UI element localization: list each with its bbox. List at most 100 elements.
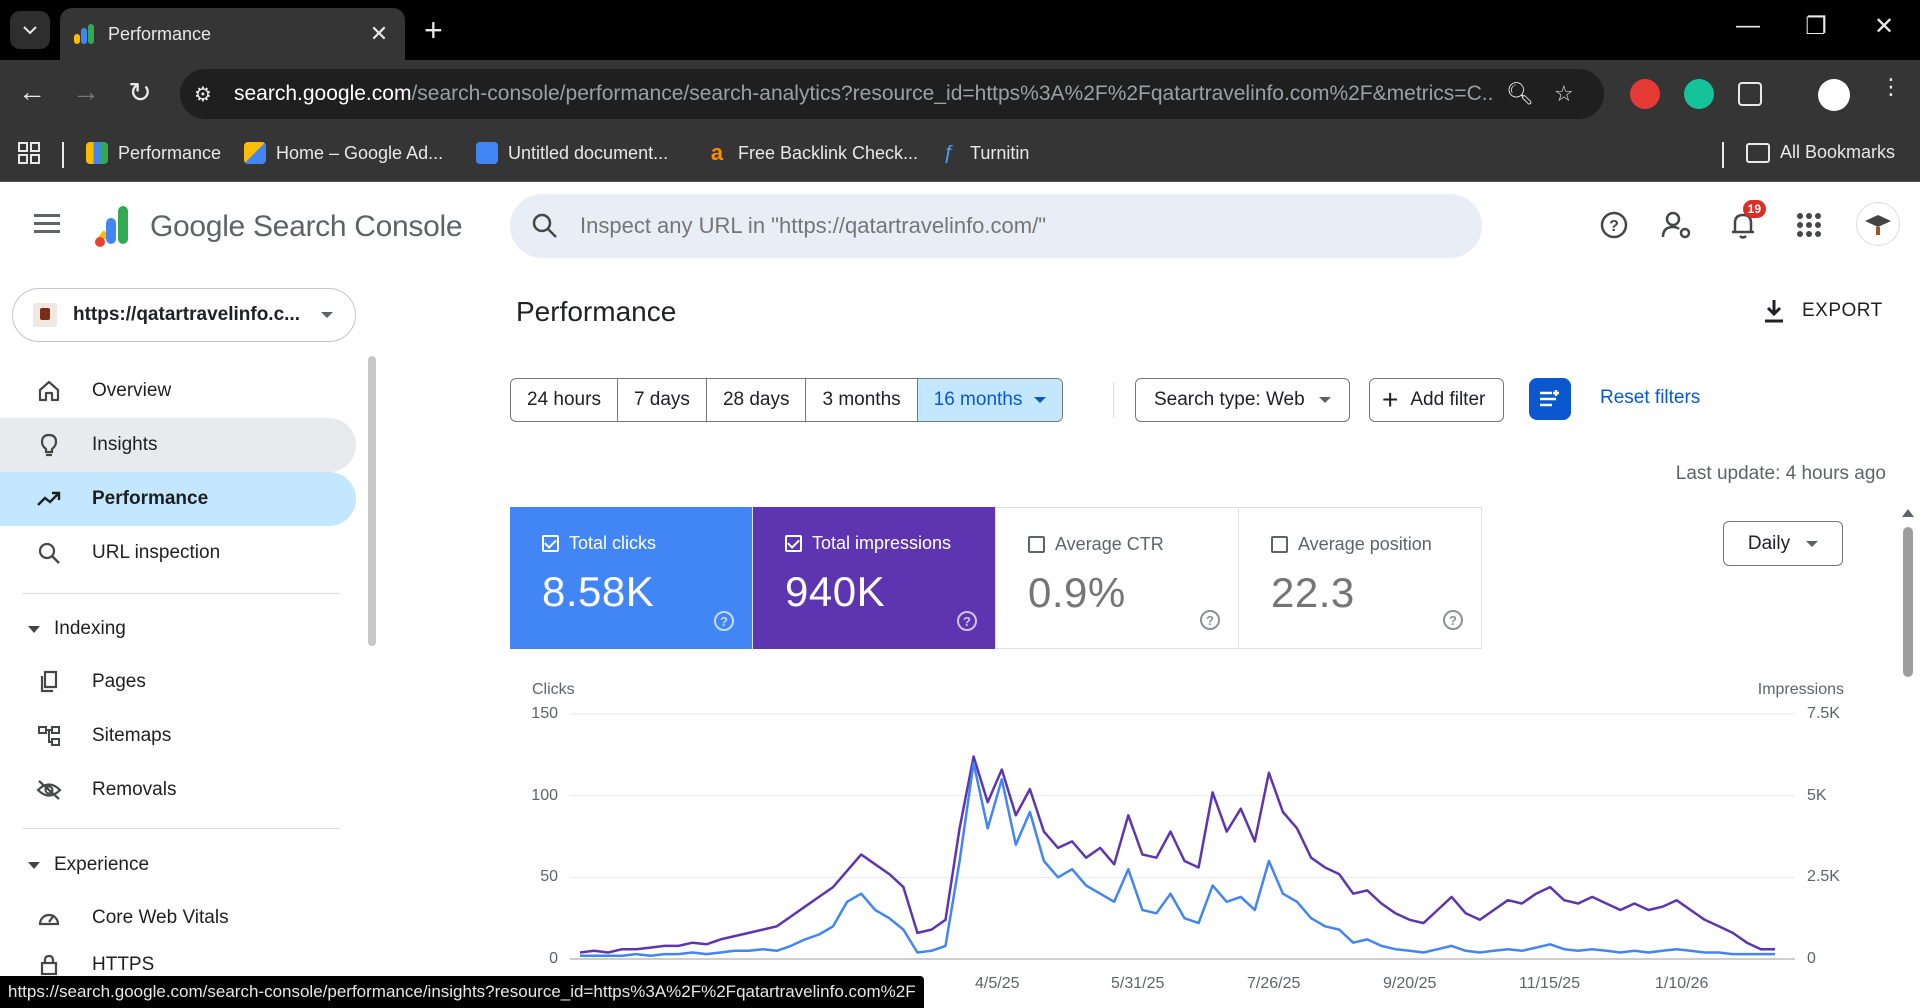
address-url[interactable]: search.google.com/search-console/perform… — [234, 82, 1494, 106]
add-filter-button[interactable]: + Add filter — [1369, 378, 1505, 422]
metric-card-average-position[interactable]: Average position 22.3 ? — [1239, 507, 1482, 649]
browser-toolbar: ← → ↻ ⚙ search.google.com/search-console… — [0, 60, 1920, 128]
granularity-label: Daily — [1747, 532, 1791, 554]
url-inspection-input[interactable] — [580, 213, 1460, 239]
advanced-filter-button[interactable] — [1529, 378, 1571, 420]
date-range-24-hours[interactable]: 24 hours — [511, 379, 618, 421]
metric-value: 940K — [785, 568, 886, 615]
manage-users-icon[interactable] — [1660, 208, 1694, 242]
link-status-bar: https://search.google.com/search-console… — [0, 976, 924, 1008]
sidebar-scrollbar[interactable] — [368, 356, 376, 646]
reload-icon[interactable]: ↻ — [128, 77, 152, 108]
new-tab-icon[interactable]: + — [424, 12, 443, 48]
close-tab-icon[interactable]: ✕ — [369, 21, 389, 46]
bookmark-google-ads[interactable]: Home – Google Ad... — [244, 142, 443, 164]
site-info-icon[interactable]: ⚙ — [194, 83, 212, 106]
browser-tab-performance[interactable]: Performance ✕ — [60, 8, 405, 60]
url-path: /search-console/performance/search-analy… — [411, 82, 1494, 105]
sidebar-section-indexing[interactable]: Indexing — [28, 618, 126, 640]
folder-icon — [1746, 142, 1770, 163]
checkbox-unchecked-icon[interactable] — [1028, 536, 1045, 553]
notifications-bell-icon[interactable]: 19 — [1726, 200, 1766, 242]
restore-icon[interactable]: ❐ — [1805, 13, 1827, 40]
sidebar-section-experience[interactable]: Experience — [28, 854, 149, 876]
metric-card-average-ctr[interactable]: Average CTR 0.9% ? — [996, 507, 1239, 649]
collapse-triangle-icon — [28, 625, 40, 633]
checkbox-unchecked-icon[interactable] — [1271, 536, 1288, 553]
main-scrollbar[interactable] — [1900, 507, 1916, 1008]
property-selector[interactable]: https://qatartravelinfo.c... — [12, 288, 356, 342]
bookmark-label: Turnitin — [970, 142, 1030, 163]
main-menu-icon[interactable] — [34, 214, 60, 234]
svg-text:?: ? — [1609, 218, 1619, 235]
sidebar-item-label: HTTPS — [92, 954, 155, 975]
search-type-filter[interactable]: Search type: Web — [1135, 378, 1350, 422]
help-circle-icon[interactable]: ? — [714, 611, 734, 631]
sidebar-item-performance[interactable]: Performance — [0, 472, 356, 526]
minimize-icon[interactable]: — — [1736, 12, 1760, 39]
search-icon — [532, 213, 557, 238]
sidebar-item-overview[interactable]: Overview — [0, 364, 356, 418]
apps-grid-icon[interactable] — [18, 142, 40, 164]
address-bar[interactable]: ⚙ search.google.com/search-console/perfo… — [180, 69, 1604, 119]
gauge-icon — [36, 905, 62, 931]
more-vert-icon[interactable]: ⋮ — [1880, 74, 1902, 99]
url-host: search.google.com — [234, 82, 412, 105]
sidebar-item-label: Core Web Vitals — [92, 907, 229, 928]
sidebar-item-label: Pages — [92, 671, 146, 692]
sidebar-item-core-web-vitals[interactable]: Core Web Vitals — [0, 891, 356, 945]
bookmark-performance[interactable]: Performance — [86, 142, 221, 164]
zoom-icon[interactable]: 🔍︎ — [1506, 81, 1534, 106]
date-range-16-months[interactable]: 16 months — [917, 379, 1063, 421]
tab-search-button[interactable] — [10, 11, 50, 49]
bookmark-free-backlink-checker[interactable]: a Free Backlink Check... — [706, 142, 918, 164]
help-icon[interactable]: ? — [1597, 208, 1631, 242]
all-bookmarks[interactable]: All Bookmarks — [1746, 142, 1895, 163]
date-range-label: 7 days — [633, 389, 690, 410]
forward-arrow-icon[interactable]: → — [72, 76, 100, 107]
reset-filters-link[interactable]: Reset filters — [1600, 387, 1701, 408]
scrollbar-thumb[interactable] — [1903, 527, 1913, 677]
x-tick-label: 11/15/25 — [1519, 975, 1581, 992]
google-apps-icon[interactable] — [1792, 208, 1826, 242]
y-right-tick-label: 2.5K — [1807, 868, 1840, 886]
grammarly-extension-icon[interactable] — [1684, 79, 1714, 109]
help-circle-icon[interactable]: ? — [1200, 610, 1220, 630]
profile-avatar-icon[interactable] — [1818, 79, 1850, 111]
metric-label: Average position — [1298, 534, 1432, 554]
sidebar-item-sitemaps[interactable]: Sitemaps — [0, 709, 356, 763]
export-button[interactable]: EXPORT — [1762, 298, 1883, 324]
star-bookmark-icon[interactable]: ☆ — [1554, 81, 1574, 106]
url-inspection-search[interactable] — [510, 194, 1482, 258]
plus-icon: + — [1382, 384, 1399, 415]
bookmark-label: Untitled document... — [508, 142, 669, 163]
scroll-up-icon[interactable] — [1902, 509, 1914, 517]
bookmark-label: Performance — [118, 142, 222, 163]
sidebar-item-removals[interactable]: Removals — [0, 763, 356, 817]
turnitin-icon: ƒ — [943, 142, 955, 164]
extensions-puzzle-icon[interactable] — [1738, 82, 1762, 106]
sidebar-item-url-inspection[interactable]: URL inspection — [0, 526, 356, 580]
metric-card-total-clicks[interactable]: Total clicks 8.58K ? — [510, 507, 753, 649]
metric-card-total-impressions[interactable]: Total impressions 940K ? — [753, 507, 996, 649]
close-window-icon[interactable]: ✕ — [1873, 13, 1895, 40]
account-avatar[interactable] — [1856, 202, 1900, 246]
date-range-3-months[interactable]: 3 months — [806, 379, 918, 421]
series-line-clicks[interactable] — [580, 761, 1775, 957]
granularity-dropdown[interactable]: Daily — [1723, 521, 1843, 566]
help-circle-icon[interactable]: ? — [957, 611, 977, 631]
back-arrow-icon[interactable]: ← — [18, 76, 46, 107]
sidebar-item-https[interactable]: HTTPS — [0, 945, 356, 985]
date-range-7-days[interactable]: 7 days — [618, 379, 707, 421]
checkbox-checked-icon[interactable] — [785, 535, 802, 552]
bookmark-untitled-document[interactable]: Untitled document... — [476, 142, 668, 164]
sidebar-divider — [22, 828, 340, 829]
adblock-extension-icon[interactable] — [1630, 79, 1660, 109]
sidebar-item-insights[interactable]: Insights — [0, 418, 356, 472]
checkbox-checked-icon[interactable] — [542, 535, 559, 552]
help-circle-icon[interactable]: ? — [1443, 610, 1463, 630]
series-line-impressions[interactable] — [579, 755, 1775, 954]
bookmark-turnitin[interactable]: ƒ Turnitin — [938, 142, 1029, 164]
sidebar-item-pages[interactable]: Pages — [0, 655, 356, 709]
date-range-28-days[interactable]: 28 days — [707, 379, 807, 421]
